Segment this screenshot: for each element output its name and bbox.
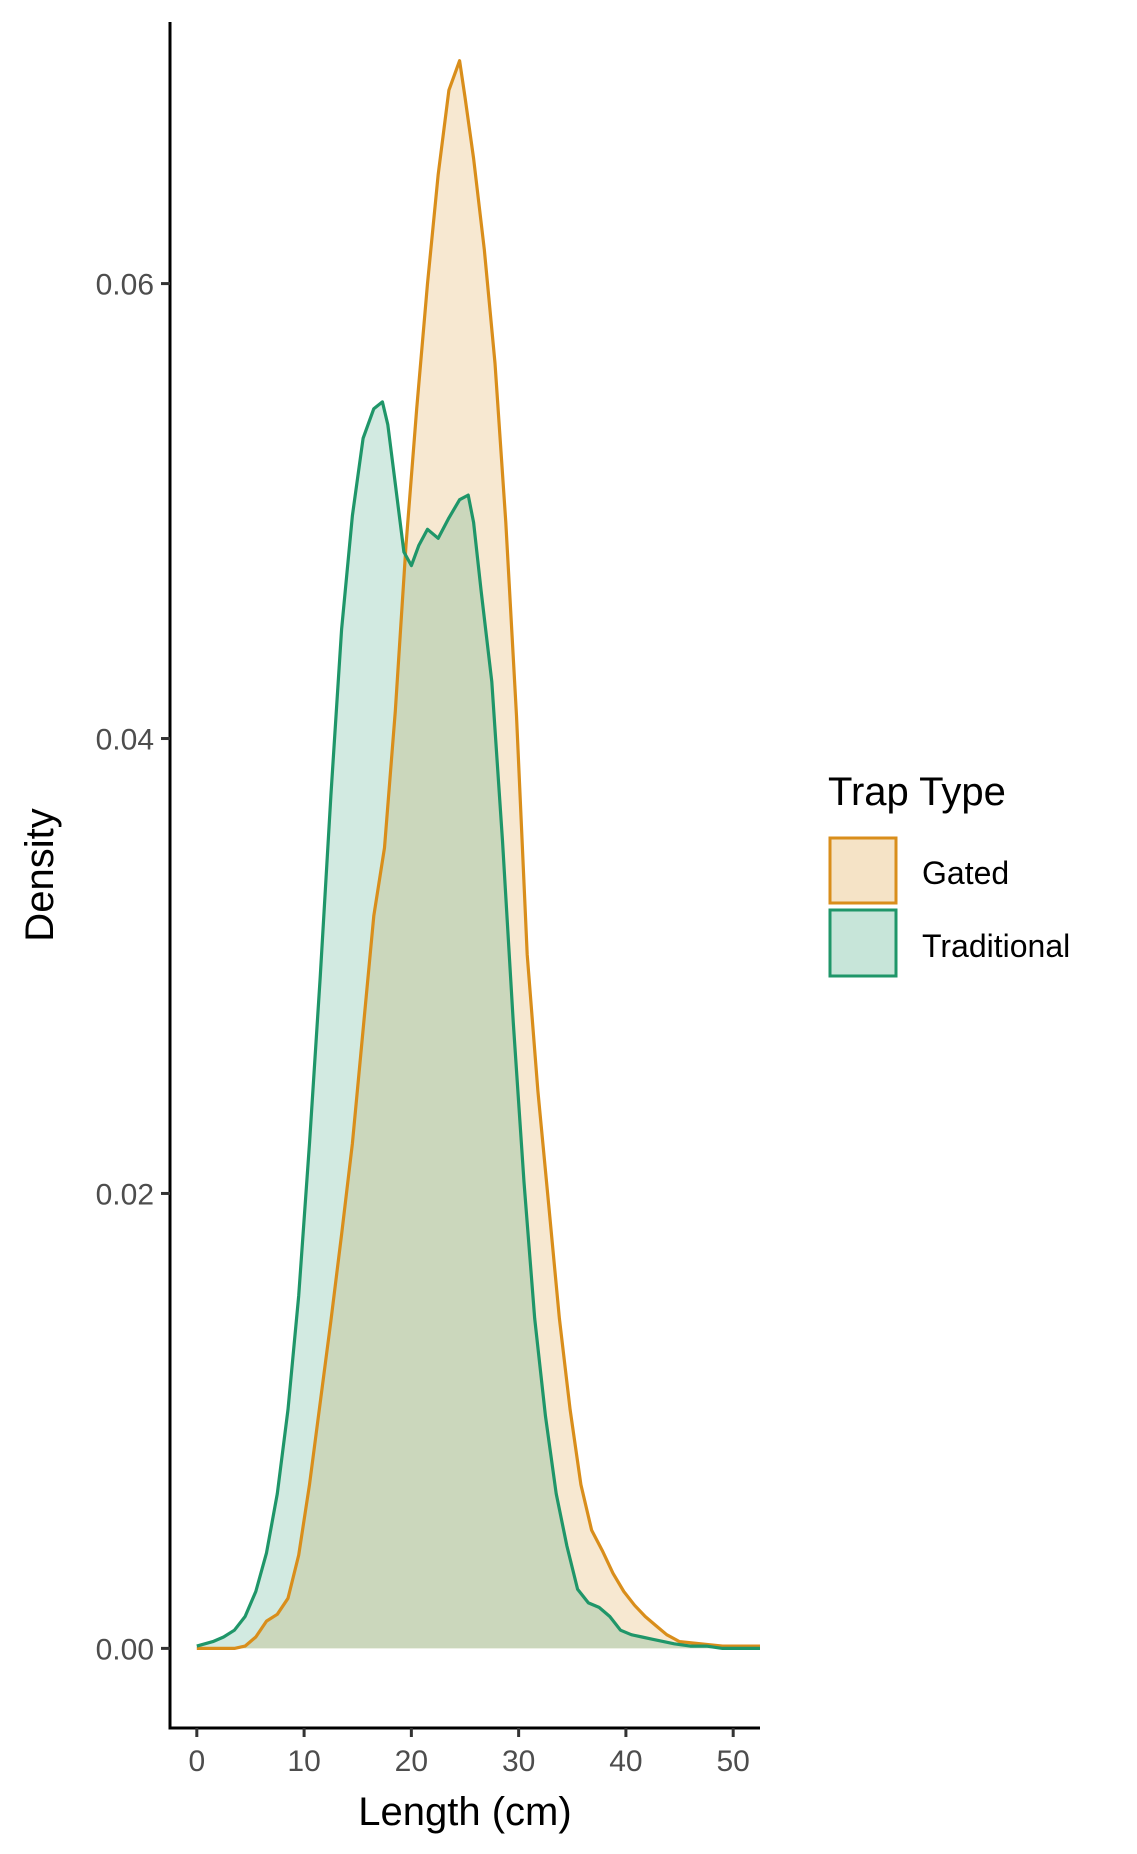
legend-title: Trap Type — [828, 770, 1006, 814]
legend-label-traditional: Traditional — [922, 928, 1070, 964]
x-tick-label: 20 — [395, 1745, 428, 1778]
x-tick-label: 10 — [287, 1745, 320, 1778]
x-tick-label: 50 — [716, 1745, 749, 1778]
y-tick-label: 0.04 — [96, 724, 154, 757]
legend-key-traditional — [828, 908, 898, 978]
plot-lines — [196, 59, 760, 1650]
density-area-gated — [196, 60, 761, 1649]
density-line-gated — [196, 59, 760, 1650]
legend-label-gated: Gated — [922, 855, 1009, 891]
density-line-traditional — [196, 400, 760, 1650]
y-axis-ticks: 0.00 0.02 0.04 0.06 — [96, 269, 170, 1666]
x-axis-ticks: 0 10 20 30 40 50 — [188, 1728, 750, 1778]
legend-key-gated — [828, 836, 898, 905]
y-axis-title: Density — [18, 808, 62, 941]
x-tick-label: 30 — [502, 1745, 535, 1778]
y-tick-label: 0.02 — [96, 1178, 154, 1211]
x-tick-label: 40 — [609, 1745, 642, 1778]
plot-areas — [196, 60, 761, 1649]
legend: Trap Type Gated Traditional — [828, 770, 1070, 978]
y-tick-label: 0.00 — [96, 1633, 154, 1666]
x-tick-label: 0 — [188, 1745, 205, 1778]
y-tick-label: 0.06 — [96, 269, 154, 302]
x-axis-title: Length (cm) — [358, 1790, 571, 1834]
